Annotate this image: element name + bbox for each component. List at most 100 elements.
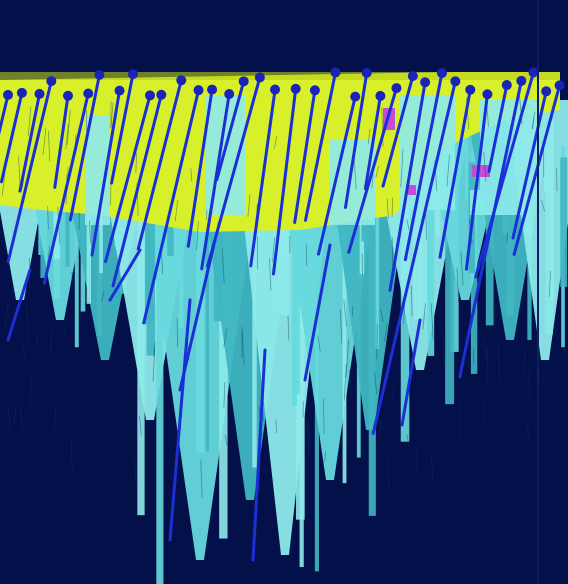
- drillhole-trace: [249, 88, 277, 268]
- texture-streak: [247, 194, 251, 217]
- texture-streak: [205, 209, 208, 221]
- texture-streak: [531, 117, 535, 129]
- cyan-fin: [427, 149, 435, 356]
- texture-streak: [555, 168, 558, 191]
- texture-streak: [200, 459, 203, 498]
- texture-streak: [13, 409, 17, 427]
- drillhole-collar: [391, 83, 402, 94]
- texture-streak: [306, 417, 310, 455]
- texture-streak: [47, 206, 49, 229]
- texture-streak: [66, 109, 71, 145]
- texture-streak: [272, 237, 276, 263]
- texture-streak: [7, 403, 11, 437]
- texture-streak: [406, 219, 410, 230]
- texture-streak: [486, 106, 489, 127]
- texture-streak: [152, 342, 156, 382]
- drillhole-deep-trace: [303, 243, 332, 382]
- drillhole-trace: [142, 88, 201, 325]
- texture-streak: [430, 303, 434, 340]
- drillhole-collar: [144, 90, 155, 101]
- cyan-fin: [485, 167, 494, 326]
- cyan-fin: [146, 110, 156, 356]
- drillhole-trace: [42, 91, 90, 285]
- drillhole-trace: [438, 88, 472, 259]
- magenta-patch: [472, 165, 490, 177]
- texture-streak: [18, 155, 21, 189]
- texture-streak: [411, 285, 413, 317]
- texture-streak: [42, 127, 47, 156]
- texture-streak: [378, 417, 382, 437]
- texture-streak: [308, 423, 312, 447]
- drillhole-trace: [347, 86, 398, 254]
- texture-streak: [224, 435, 228, 446]
- cyan-fin: [375, 169, 380, 350]
- texture-streak: [343, 299, 347, 327]
- drillhole-collar: [254, 72, 265, 83]
- drillhole-collar: [436, 68, 447, 79]
- cyan-fin: [86, 146, 91, 304]
- texture-streak: [541, 200, 546, 212]
- texture-streak: [458, 398, 462, 439]
- cyan-fin: [299, 165, 304, 568]
- texture-streak: [174, 200, 179, 222]
- texture-streak: [223, 328, 227, 348]
- texture-streak: [442, 334, 445, 369]
- texture-streak: [422, 302, 426, 330]
- drillhole-deep-trace: [400, 318, 422, 427]
- drillhole-trace: [6, 79, 53, 264]
- drillhole-deep-trace: [168, 298, 192, 542]
- drillhole-collar: [330, 67, 341, 78]
- drillhole-trace: [511, 89, 548, 240]
- drillhole-collar: [450, 76, 461, 87]
- texture-streak: [531, 111, 536, 130]
- cyan-fin: [156, 143, 164, 584]
- cyan-fin: [445, 160, 455, 405]
- drillhole-collar: [193, 85, 204, 96]
- cyan-fin: [74, 140, 79, 348]
- texture-streak: [384, 322, 388, 342]
- drillhole-trace: [271, 87, 298, 276]
- texture-streak: [196, 220, 199, 251]
- drillhole-trace: [388, 80, 427, 292]
- texture-streak: [100, 291, 105, 303]
- texture-streak: [133, 455, 137, 487]
- drillhole-trace: [18, 92, 42, 193]
- texture-streak: [88, 220, 91, 244]
- drillhole-trace: [53, 94, 70, 189]
- drillhole-collar: [127, 69, 138, 80]
- texture-streak: [27, 106, 32, 136]
- texture-streak: [50, 330, 52, 355]
- texture-streak: [482, 399, 486, 427]
- cyan-fin: [213, 169, 223, 322]
- texture-streak: [317, 336, 321, 352]
- drillhole-deep-trace: [251, 348, 267, 562]
- texture-streak: [287, 315, 290, 341]
- cyan-fin: [137, 152, 145, 516]
- drillhole-collar: [465, 84, 476, 95]
- texture-streak: [1, 171, 6, 196]
- drillhole-trace: [68, 73, 101, 222]
- drillhole-trace: [90, 89, 122, 257]
- texture-streak: [400, 148, 404, 188]
- drillhole-deep-trace: [108, 248, 142, 302]
- drillhole-trace: [136, 78, 183, 251]
- drillhole-collar: [16, 87, 27, 98]
- texture-streak: [135, 152, 138, 173]
- texture-streak: [497, 344, 500, 380]
- drillhole-trace: [206, 75, 262, 268]
- texture-streak: [22, 343, 27, 360]
- drillhole-collar: [375, 90, 386, 101]
- drillhole-collar: [407, 70, 418, 81]
- texture-streak: [4, 302, 9, 329]
- drillhole-trace: [512, 83, 562, 256]
- drillhole-collar: [482, 89, 493, 100]
- cyan-fin: [342, 121, 347, 484]
- drillhole-collar: [350, 91, 361, 102]
- drillhole-collar: [114, 85, 125, 96]
- drillhole-collar: [176, 75, 187, 86]
- drillhole-collar: [290, 83, 301, 94]
- texture-streak: [110, 102, 114, 128]
- texture-streak: [268, 257, 272, 291]
